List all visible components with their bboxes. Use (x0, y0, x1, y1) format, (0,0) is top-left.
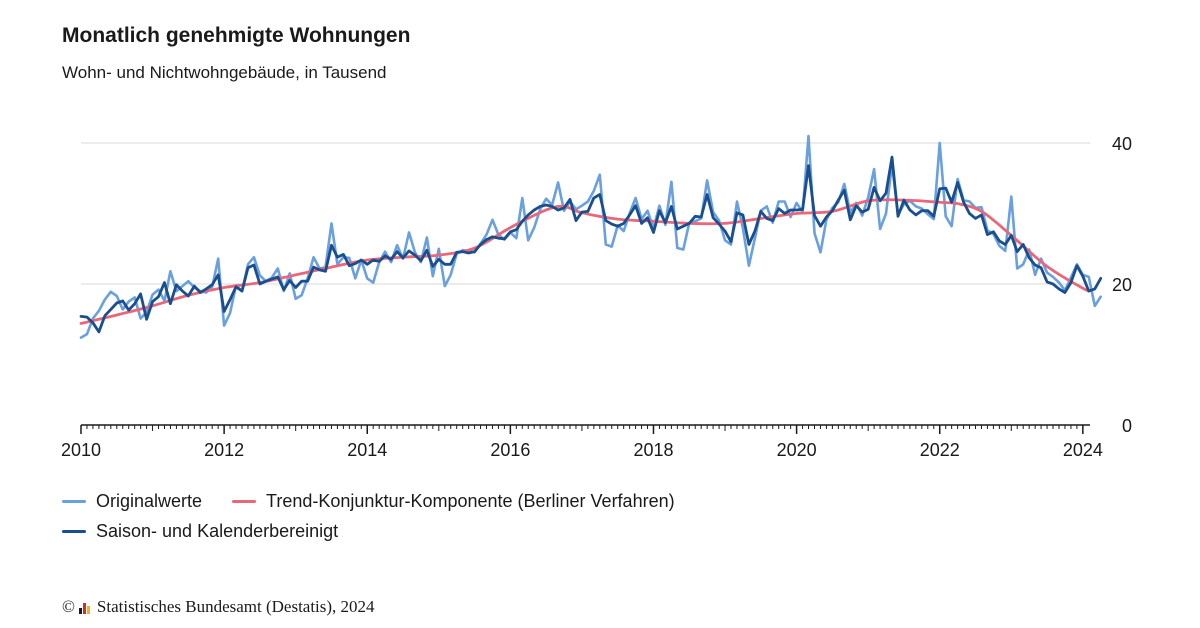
x-tick-label: 2012 (204, 440, 244, 460)
legend-swatch-trend (232, 499, 257, 503)
x-axis (80, 424, 1090, 434)
legend-item-original[interactable]: Originalwerte (62, 491, 202, 512)
x-tick-labels: 2010 2012 2014 2016 2018 2020 2022 2024 (61, 440, 1103, 460)
legend-swatch-adjusted (62, 529, 86, 533)
x-tick-label: 2016 (490, 440, 530, 460)
y-tick-label: 20 (1112, 275, 1132, 295)
x-tick-label: 2014 (347, 440, 387, 460)
legend-label-trend: Trend-Konjunktur-Komponente (Berliner Ve… (266, 490, 675, 511)
legend-label-adjusted: Saison- und Kalenderbereinigt (96, 520, 339, 541)
legend-item-trend[interactable]: Trend-Konjunktur-Komponente (Berliner Ve… (232, 491, 675, 512)
x-tick-label: 2022 (920, 440, 960, 460)
legend-label-original: Originalwerte (96, 490, 203, 511)
x-tick-label: 2010 (61, 440, 101, 460)
source-footer: © Statistisches Bundesamt (Destatis), 20… (62, 597, 375, 617)
legend: Originalwerte Trend-Konjunktur-Komponent… (62, 486, 705, 546)
y-tick-label: 40 (1112, 134, 1132, 154)
copyright-symbol: © (62, 597, 75, 616)
y-axis: 0 20 40 (1112, 134, 1132, 436)
legend-swatch-original (62, 499, 86, 503)
chart-title: Monatlich genehmigte Wohnungen (62, 24, 411, 47)
x-tick-label: 2024 (1063, 440, 1103, 460)
x-tick-label: 2020 (777, 440, 817, 460)
y-tick-label: 0 (1122, 416, 1132, 436)
destatis-logo-icon (78, 600, 91, 614)
chart-subtitle: Wohn- und Nichtwohngebäude, in Tausend (62, 63, 387, 82)
series-line-adjusted (79, 155, 1103, 334)
series-lines (79, 134, 1103, 339)
line-chart: 0 20 40 2010 2012 2014 2016 2018 2020 2022 2024 (61, 134, 1132, 460)
x-tick-label: 2018 (633, 440, 673, 460)
series-line-original (79, 134, 1102, 339)
legend-item-adjusted[interactable]: Saison- und Kalenderbereinigt (62, 521, 338, 542)
source-text: Statistisches Bundesamt (Destatis), 2024 (96, 597, 375, 616)
